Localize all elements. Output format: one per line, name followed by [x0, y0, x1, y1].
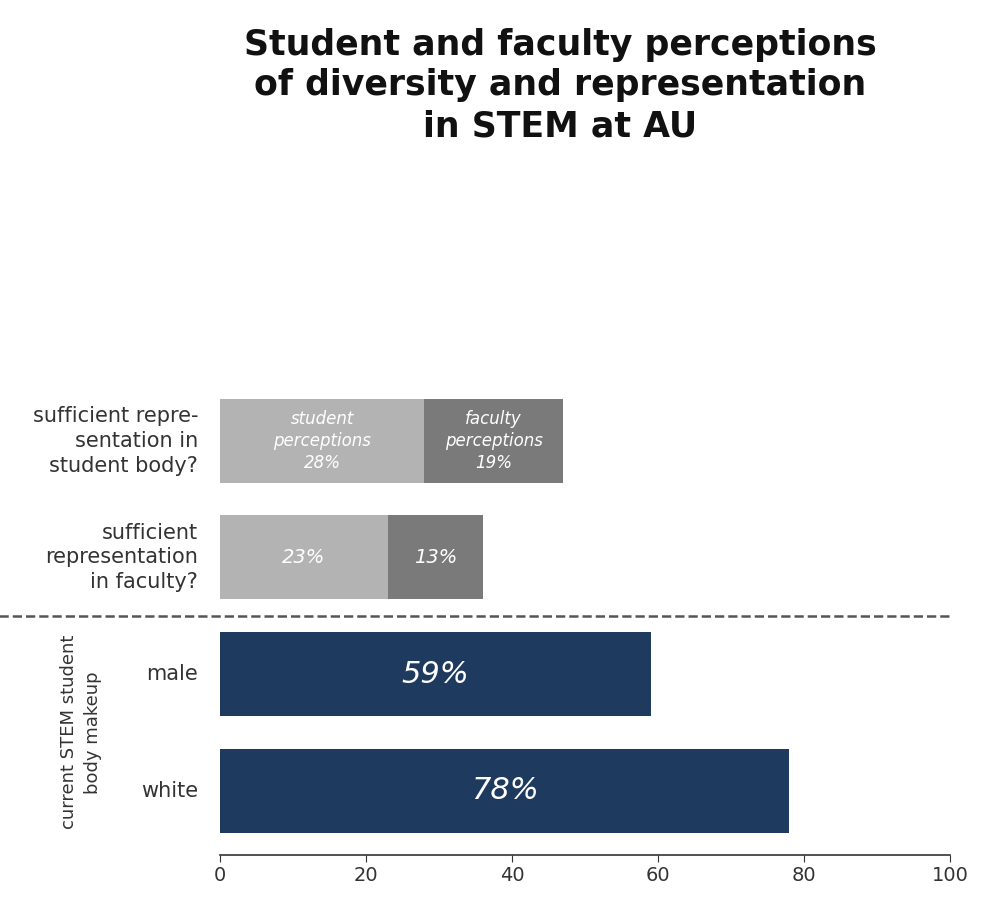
Text: sufficient repre-
sentation in
student body?: sufficient repre- sentation in student b…: [33, 406, 198, 476]
Bar: [220, 399, 424, 482]
Text: 78%: 78%: [471, 776, 539, 805]
Text: current STEM student
body makeup: current STEM student body makeup: [61, 635, 102, 830]
Bar: [220, 632, 651, 716]
Bar: [220, 516, 388, 599]
Bar: [388, 516, 483, 599]
Text: Student and faculty perceptions
of diversity and representation
in STEM at AU: Student and faculty perceptions of diver…: [244, 28, 876, 143]
Text: 23%: 23%: [282, 548, 326, 567]
Text: student
perceptions
28%: student perceptions 28%: [273, 410, 371, 472]
Text: faculty
perceptions
19%: faculty perceptions 19%: [445, 410, 543, 472]
Text: sufficient
representation
in faculty?: sufficient representation in faculty?: [45, 523, 198, 592]
Text: white: white: [141, 780, 198, 800]
Bar: [424, 399, 563, 482]
Bar: [220, 749, 789, 833]
Text: 59%: 59%: [401, 660, 469, 688]
Text: 13%: 13%: [414, 548, 457, 567]
Text: male: male: [146, 664, 198, 684]
